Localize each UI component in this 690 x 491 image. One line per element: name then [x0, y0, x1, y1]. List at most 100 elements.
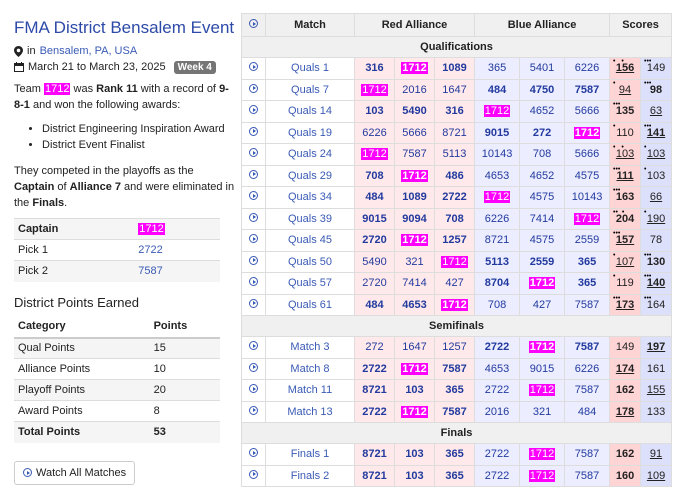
video-cell[interactable] — [241, 357, 266, 380]
team-link[interactable]: 2722 — [484, 384, 510, 397]
match-link[interactable]: Quals 19 — [287, 126, 333, 139]
team-link[interactable]: 103 — [405, 469, 424, 482]
video-cell[interactable] — [241, 143, 266, 166]
team-link[interactable]: 8704 — [484, 277, 510, 290]
play-circle-icon[interactable] — [249, 277, 258, 287]
video-cell[interactable] — [241, 164, 266, 187]
video-cell[interactable] — [241, 121, 266, 144]
video-cell[interactable] — [241, 57, 266, 80]
team-link[interactable]: 4575 — [529, 191, 555, 204]
team-link[interactable]: 4575 — [529, 234, 555, 247]
team-link[interactable]: 5401 — [529, 62, 555, 75]
team-link[interactable]: 365 — [445, 448, 464, 461]
team-link-highlighted[interactable]: 1712 — [528, 384, 556, 397]
team-link[interactable]: 365 — [577, 277, 597, 290]
match-link[interactable]: Quals 14 — [287, 105, 333, 118]
team-link[interactable]: 5666 — [402, 126, 427, 139]
team-link-highlighted[interactable]: 1712 — [528, 277, 556, 290]
match-link[interactable]: Match 8 — [290, 362, 330, 375]
play-circle-icon[interactable] — [249, 341, 258, 351]
team-link[interactable]: 8721 — [362, 448, 387, 461]
video-cell[interactable] — [241, 78, 266, 101]
team-link[interactable]: 321 — [405, 255, 424, 268]
team-link[interactable]: 5666 — [574, 148, 600, 161]
team-link[interactable]: 4652 — [529, 105, 555, 118]
play-circle-icon[interactable] — [249, 469, 258, 479]
team-link-highlighted[interactable]: 1712 — [401, 62, 428, 75]
play-circle-icon[interactable] — [249, 405, 258, 415]
video-cell[interactable] — [241, 100, 266, 123]
team-link[interactable]: 365 — [445, 469, 464, 482]
team-link[interactable]: 7587 — [574, 448, 600, 461]
team-link[interactable]: 2722 — [442, 191, 467, 204]
match-link[interactable]: Match 13 — [287, 405, 333, 418]
team-link-highlighted[interactable]: 1712 — [483, 191, 511, 204]
team-link[interactable]: 5490 — [402, 105, 427, 118]
team-link[interactable]: 708 — [445, 212, 464, 225]
team-link[interactable]: 2016 — [402, 83, 427, 96]
team-link[interactable]: 6226 — [574, 362, 600, 375]
team-link-highlighted[interactable]: 1712 — [528, 469, 556, 482]
team-link[interactable]: 2720 — [362, 234, 387, 247]
team-link[interactable]: 7587 — [574, 384, 600, 397]
team-link-highlighted[interactable]: 1712 — [528, 448, 556, 461]
video-cell[interactable] — [241, 400, 266, 423]
video-cell[interactable] — [241, 336, 266, 359]
play-circle-icon[interactable] — [249, 148, 258, 158]
team-link[interactable]: 4575 — [574, 169, 600, 182]
team-link[interactable]: 1089 — [442, 62, 467, 75]
team-link[interactable]: 316 — [445, 105, 464, 118]
team-link-highlighted[interactable]: 1712 — [401, 362, 428, 375]
match-link[interactable]: Quals 39 — [287, 212, 333, 225]
team-link[interactable]: 2559 — [574, 234, 600, 247]
team-link[interactable]: 9015 — [362, 212, 387, 225]
team-link[interactable]: 4653 — [402, 298, 427, 311]
team-link[interactable]: 486 — [445, 169, 464, 182]
team-link[interactable]: 7587 — [574, 83, 600, 96]
play-circle-icon[interactable] — [249, 298, 258, 308]
team-link[interactable]: 5666 — [574, 105, 600, 118]
team-link[interactable]: 7587 — [574, 469, 600, 482]
team-link[interactable]: 427 — [445, 277, 464, 290]
match-link[interactable]: Quals 50 — [287, 255, 333, 268]
team-link[interactable]: 708 — [532, 148, 552, 161]
video-cell[interactable] — [241, 293, 266, 316]
alliance-team-link[interactable]: 1712 — [138, 223, 165, 235]
play-circle-icon[interactable] — [249, 83, 258, 93]
team-link[interactable]: 2720 — [362, 277, 387, 290]
team-link[interactable]: 5113 — [485, 255, 509, 268]
team-link[interactable]: 2722 — [484, 469, 510, 482]
play-circle-icon[interactable] — [249, 62, 258, 72]
team-link[interactable]: 103 — [365, 105, 384, 118]
location-link[interactable]: Bensalem, PA, USA — [39, 45, 138, 57]
team-link[interactable]: 484 — [365, 298, 384, 311]
video-cell[interactable] — [241, 379, 266, 402]
team-link[interactable]: 365 — [445, 384, 464, 397]
play-circle-icon[interactable] — [249, 126, 258, 136]
team-link-highlighted[interactable]: 1712 — [401, 234, 428, 247]
team-link-highlighted[interactable]: 1712 — [401, 169, 428, 182]
team-link[interactable]: 9094 — [402, 212, 427, 225]
team-link[interactable]: 6226 — [362, 126, 387, 139]
match-link[interactable]: Quals 34 — [287, 191, 333, 204]
match-link[interactable]: Finals 2 — [290, 469, 330, 482]
team-link[interactable]: 7587 — [574, 341, 600, 354]
team-link[interactable]: 5113 — [442, 148, 467, 161]
team-link-highlighted[interactable]: 1712 — [573, 126, 601, 139]
team-link[interactable]: 1647 — [442, 83, 467, 96]
team-link[interactable]: 4652 — [529, 169, 555, 182]
team-link[interactable]: 7587 — [442, 405, 467, 418]
play-circle-icon[interactable] — [249, 234, 258, 244]
team-link[interactable]: 10143 — [571, 191, 603, 204]
play-circle-icon[interactable] — [249, 105, 258, 115]
match-link[interactable]: Quals 29 — [287, 169, 333, 182]
team-link[interactable]: 5490 — [362, 255, 387, 268]
team-link[interactable]: 8721 — [362, 469, 387, 482]
watch-all-matches-button[interactable]: Watch All Matches — [14, 460, 136, 485]
video-cell[interactable] — [241, 207, 266, 230]
match-link[interactable]: Quals 57 — [287, 277, 333, 290]
team-link[interactable]: 272 — [365, 341, 384, 354]
play-circle-icon[interactable] — [249, 448, 258, 458]
team-link-highlighted[interactable]: 1712 — [483, 105, 511, 118]
team-link[interactable]: 316 — [365, 62, 384, 75]
